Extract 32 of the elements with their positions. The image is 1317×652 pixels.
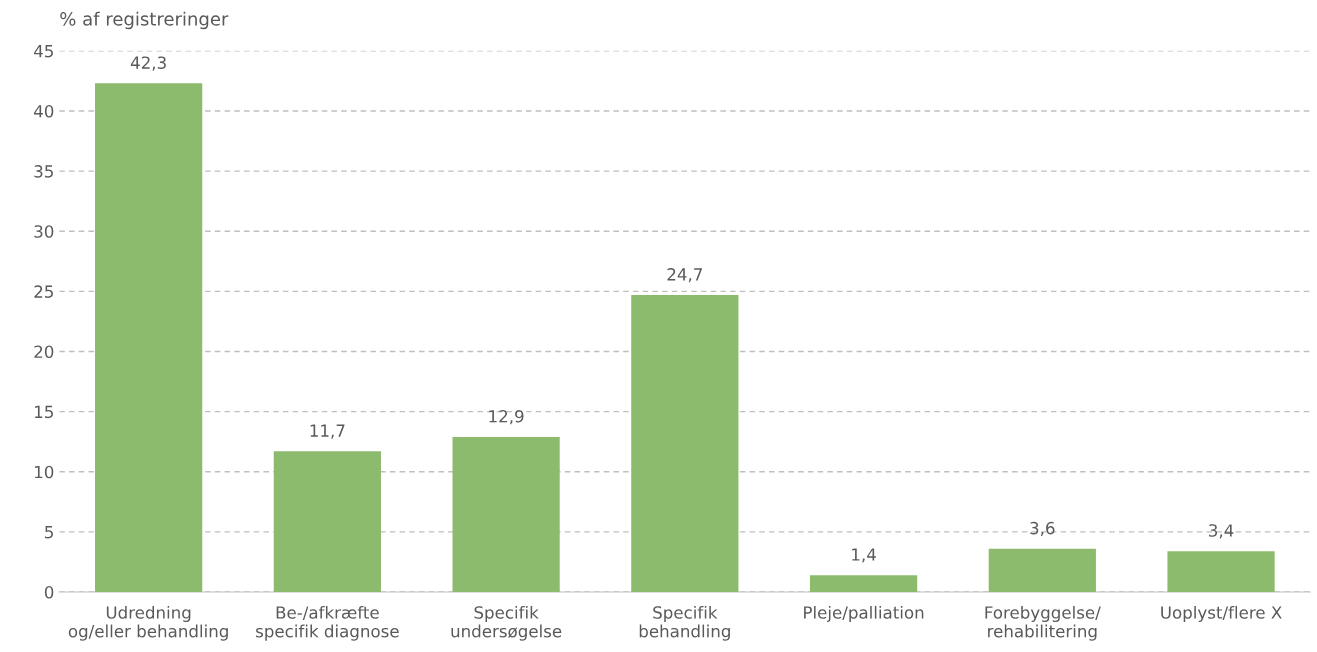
y-tick-label: 30 bbox=[34, 225, 54, 238]
x-tick-label: Forebyggelse/ rehabilitering bbox=[985, 605, 1101, 641]
data-label: 3,4 bbox=[1209, 524, 1234, 539]
x-tick-label: Uoplyst/flere X bbox=[1161, 605, 1282, 623]
y-tick-label: 5 bbox=[45, 526, 53, 539]
data-label: 3,6 bbox=[1030, 521, 1055, 537]
bar bbox=[95, 83, 203, 593]
bar bbox=[988, 548, 1096, 593]
x-tick-label: Be-/afkræfte specifik diagnose bbox=[256, 605, 399, 641]
data-label: 42,3 bbox=[130, 56, 166, 71]
bar bbox=[273, 451, 381, 593]
y-tick-label: 15 bbox=[35, 405, 53, 419]
bar bbox=[631, 294, 739, 593]
bar bbox=[452, 436, 560, 593]
x-tick-label: Udredning og/eller behandling bbox=[68, 605, 228, 641]
y-axis-title: % af registreringer bbox=[60, 11, 229, 30]
y-tick-label: 45 bbox=[34, 45, 53, 58]
bar bbox=[1167, 551, 1275, 593]
data-label: 12,9 bbox=[489, 409, 524, 425]
data-label: 1,4 bbox=[852, 548, 876, 563]
bar bbox=[809, 575, 918, 593]
x-tick-label: Specifik behandling bbox=[639, 605, 730, 641]
x-tick-label: Specifik undersøgelse bbox=[451, 605, 562, 641]
y-tick-label: 20 bbox=[34, 345, 54, 359]
x-tick-label: Pleje/palliation bbox=[804, 605, 924, 623]
y-tick-label: 40 bbox=[34, 104, 54, 118]
y-tick-label: 10 bbox=[35, 465, 54, 479]
y-tick-label: 0 bbox=[44, 585, 54, 599]
y-tick-label: 25 bbox=[34, 285, 53, 298]
data-label: 24,7 bbox=[667, 268, 702, 283]
y-tick-label: 35 bbox=[34, 165, 53, 178]
data-label: 11,7 bbox=[310, 424, 345, 439]
